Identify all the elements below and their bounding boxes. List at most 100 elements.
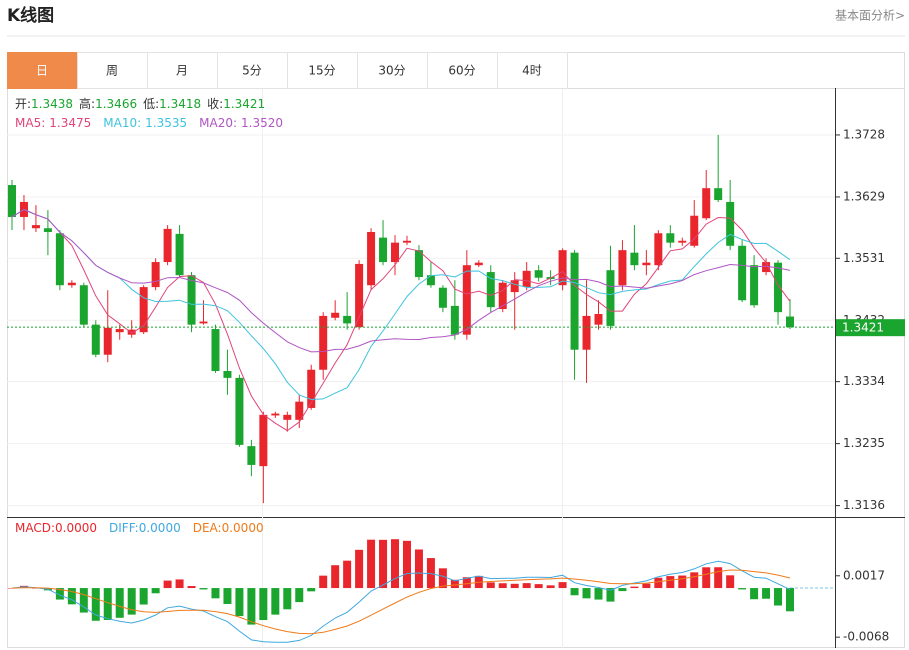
macd-name: DIFF: xyxy=(109,521,139,535)
y-tick-label: 1.3136 xyxy=(843,498,885,512)
tab[interactable] xyxy=(7,52,78,89)
macd-bar xyxy=(235,588,244,617)
macd-bar xyxy=(654,577,663,589)
macd-bar xyxy=(414,549,423,589)
tab-label[interactable]: 60分 xyxy=(448,64,475,78)
macd-bar xyxy=(175,579,184,589)
tab-bar: 日 周 月 5分 15分 30分 60分 4时 xyxy=(7,52,568,89)
macd-bar xyxy=(546,585,555,589)
macd-bar xyxy=(690,572,699,589)
macd-bar xyxy=(402,540,411,589)
candle-body xyxy=(762,262,771,273)
candle-body xyxy=(391,242,400,263)
candle-body xyxy=(618,250,627,286)
axes: 1.37281.36291.35311.34321.33341.32351.31… xyxy=(7,127,905,644)
tab[interactable] xyxy=(287,52,358,89)
macd-bar xyxy=(247,588,256,625)
candle-body xyxy=(91,324,100,355)
candle-body xyxy=(486,272,495,308)
tab[interactable] xyxy=(427,52,498,89)
candle-body xyxy=(283,414,292,420)
candle-body xyxy=(151,262,160,288)
candle-body xyxy=(127,329,136,335)
y-tick-label: 1.3629 xyxy=(843,189,885,203)
macd-tick-label: -0.0068 xyxy=(843,630,889,644)
candle-body xyxy=(702,188,711,219)
candle-body xyxy=(726,201,735,246)
tab-label[interactable]: 4时 xyxy=(522,64,542,78)
candle-body xyxy=(594,314,603,325)
tab-label[interactable]: 日 xyxy=(36,64,48,78)
tab[interactable] xyxy=(497,52,568,89)
candle-body xyxy=(498,282,507,310)
macd-bar xyxy=(259,588,268,621)
candle-body xyxy=(426,275,435,286)
info-label: 低: xyxy=(143,97,159,111)
candle-body xyxy=(211,329,220,371)
macd-bar xyxy=(462,577,471,589)
candle-body xyxy=(534,270,543,278)
macd-bar xyxy=(726,575,735,589)
candle-body xyxy=(582,315,591,350)
candle-body xyxy=(438,287,447,308)
candle-body xyxy=(379,237,388,263)
candle-body xyxy=(570,252,579,350)
macd-name: DEA: xyxy=(193,521,222,535)
candle-body xyxy=(630,252,639,266)
macd-tick-label: 0.0017 xyxy=(843,568,885,582)
candle-body xyxy=(139,287,148,333)
tab[interactable] xyxy=(357,52,428,89)
macd-bar xyxy=(594,588,603,600)
tab-label[interactable]: 月 xyxy=(176,64,188,78)
candle-body xyxy=(31,225,40,229)
candle-body xyxy=(774,262,783,313)
macd-bar xyxy=(666,576,675,589)
candle-body xyxy=(175,233,184,276)
macd-bar xyxy=(8,588,16,589)
candle-body xyxy=(295,401,304,420)
candle-body xyxy=(307,369,316,408)
candle-body xyxy=(654,233,663,266)
candle-body xyxy=(666,233,675,243)
last-price-box xyxy=(836,319,905,337)
ma-value: 1.3475 xyxy=(49,116,91,130)
macd-bar xyxy=(379,539,388,589)
macd-name: MACD: xyxy=(15,521,55,535)
tab-label[interactable]: 30分 xyxy=(378,64,405,78)
macd-bar xyxy=(67,588,76,605)
info-value: 1.3438 xyxy=(31,97,73,111)
tab[interactable] xyxy=(217,52,288,89)
macd-bar xyxy=(702,567,711,589)
macd-bar xyxy=(103,588,112,621)
macd-bar xyxy=(438,568,447,589)
macd-bar xyxy=(786,588,794,612)
candle-body xyxy=(367,232,376,286)
macd-bar xyxy=(283,588,292,610)
page-title: K线图 xyxy=(7,5,54,26)
ma-name: MA20: xyxy=(199,116,237,130)
macd-value: 0.0000 xyxy=(55,521,97,535)
ma-name: MA10: xyxy=(103,116,141,130)
candle-body xyxy=(474,262,483,266)
macd-bar xyxy=(367,539,376,589)
macd-bar xyxy=(139,588,148,605)
candle-body xyxy=(606,270,615,326)
tab-label[interactable]: 周 xyxy=(106,64,118,78)
candle-body xyxy=(786,316,794,328)
macd-bar xyxy=(391,539,400,589)
candle-body xyxy=(462,265,471,335)
candle-body xyxy=(343,315,352,324)
y-tick-label: 1.3334 xyxy=(843,374,885,388)
candle-body xyxy=(402,240,411,243)
tab-label[interactable]: 15分 xyxy=(308,64,335,78)
macd-bar xyxy=(163,580,172,589)
candle-body xyxy=(690,215,699,246)
y-tick-label: 1.3235 xyxy=(843,436,885,450)
macd-line xyxy=(11,560,791,643)
macd-bar xyxy=(486,582,495,589)
info-label: 收: xyxy=(207,97,223,111)
ma-value: 1.3535 xyxy=(145,116,187,130)
analysis-link[interactable]: 基本面分析> xyxy=(835,9,905,23)
y-tick-label: 1.3728 xyxy=(843,127,885,141)
tab-label[interactable]: 5分 xyxy=(242,64,262,78)
